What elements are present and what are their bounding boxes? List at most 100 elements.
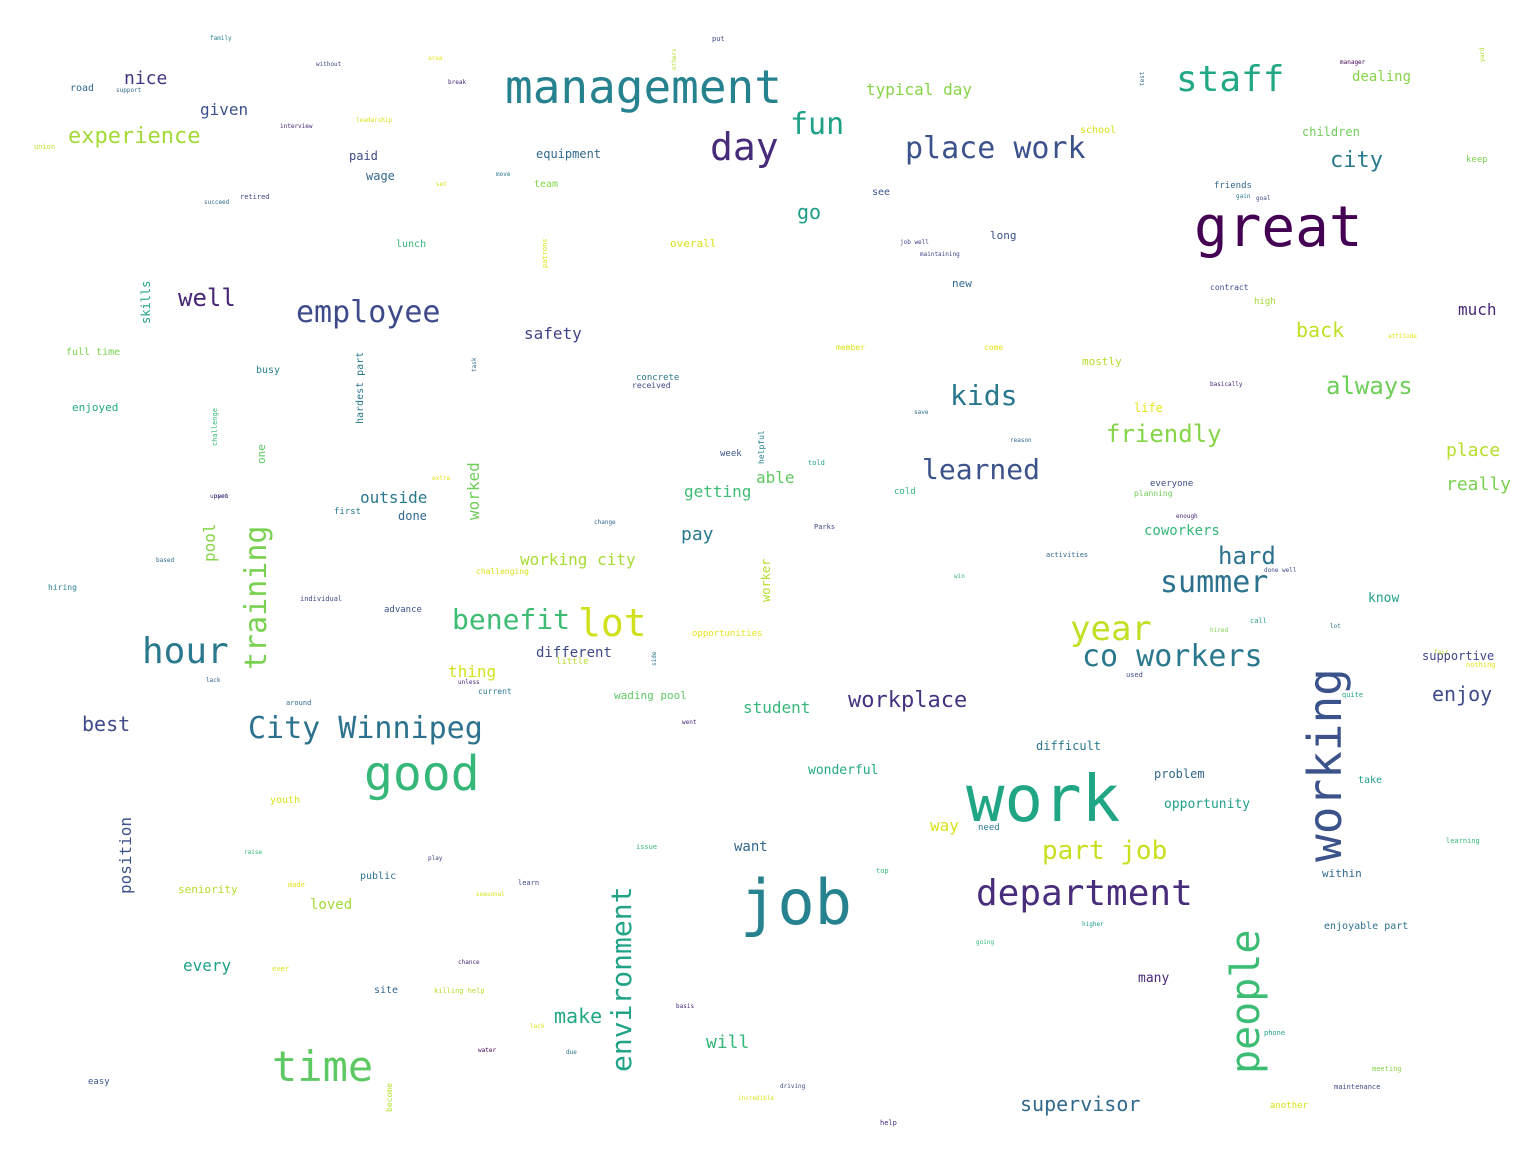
word: cold [894,487,916,497]
word: put [712,35,725,43]
word: play [428,855,443,862]
word: nothing [1466,661,1496,669]
word: yard [1479,47,1486,62]
word: much [1458,300,1497,319]
word: higher [1082,921,1104,928]
word: hardest part [355,351,366,424]
word: learn [518,879,540,887]
word: road [70,83,95,94]
word: lack [206,677,221,684]
word: youth [270,795,301,806]
word: employee [296,295,441,330]
word: experience [68,124,201,149]
word: Parks [814,523,836,531]
word: given [200,100,249,119]
word: maintenance [1334,1083,1381,1091]
word: open [214,493,229,500]
word: position [116,816,135,894]
word: fair [1434,649,1449,656]
word: week [720,449,742,459]
word: need [978,823,1000,833]
word: school [1080,125,1117,136]
word: worker [759,558,773,602]
word: succeed [204,199,230,206]
word: life [1134,401,1163,415]
word: team [534,179,559,190]
word: without [316,61,342,68]
word: done [398,509,427,523]
word: problem [1154,767,1205,781]
word: many [1138,971,1170,986]
word: another [1270,1101,1308,1111]
word: skills [139,280,153,324]
word: day [710,125,779,169]
word: staff [1176,59,1285,100]
word: basically [1210,381,1243,388]
word: made [288,881,305,889]
word: told [808,459,825,467]
word: member [836,343,865,352]
word: management [505,60,782,114]
word: concrete [636,373,680,383]
word: hour [142,631,229,672]
word: individual [300,595,343,603]
word: attitude [1388,333,1417,340]
word: top [876,867,889,875]
word: supervisor [1020,1092,1141,1116]
word: fun [790,107,845,142]
word: meeting [1372,1065,1402,1073]
word: people [1223,929,1269,1075]
word: maintaining [920,251,960,258]
word: best [82,712,131,736]
word: loved [310,897,353,913]
word: helpful [757,430,766,464]
word: quite [1342,691,1364,699]
word: children [1302,125,1360,139]
word: able [756,468,795,487]
word: lunch [396,239,427,250]
word: hiring [48,583,77,592]
word: challenging [476,567,529,576]
word: workplace [848,688,968,713]
word: planning [1134,489,1173,498]
word: paid [349,149,378,163]
word: overall [670,237,717,250]
word: great [1194,195,1363,260]
word: extra [432,475,451,482]
word: enjoyed [72,401,119,414]
word: job [740,866,852,939]
word: opportunity [1164,797,1251,812]
word: retired [240,193,270,201]
word: dealing [1352,69,1412,85]
word: call [1250,617,1267,625]
word: working city [520,550,636,569]
word: manager [1340,59,1366,66]
word: busy [256,365,281,376]
word: site [374,985,399,996]
word: break [448,79,467,86]
word: side [651,651,658,666]
word: outside [360,488,428,507]
word: year [1070,609,1152,649]
word: time [272,1042,374,1091]
word: lack [530,1023,545,1030]
word: support [116,87,142,94]
word: job well [900,239,929,246]
word: friends [1214,181,1252,191]
word: thing [448,662,497,681]
word: seasonal [476,891,505,898]
word: worked [464,462,483,520]
word: enjoyable part [1324,921,1409,932]
word: City Winnipeg [248,711,483,746]
word: family [210,35,232,42]
word: interview [280,123,313,130]
word: leadership [356,117,393,124]
word: used [1126,671,1143,679]
word: raise [244,849,263,856]
word: city [1330,148,1383,173]
word: wage [366,169,395,183]
word: getting [684,482,752,501]
word: move [496,171,511,178]
word: due [566,1049,577,1056]
word: long [990,229,1017,242]
